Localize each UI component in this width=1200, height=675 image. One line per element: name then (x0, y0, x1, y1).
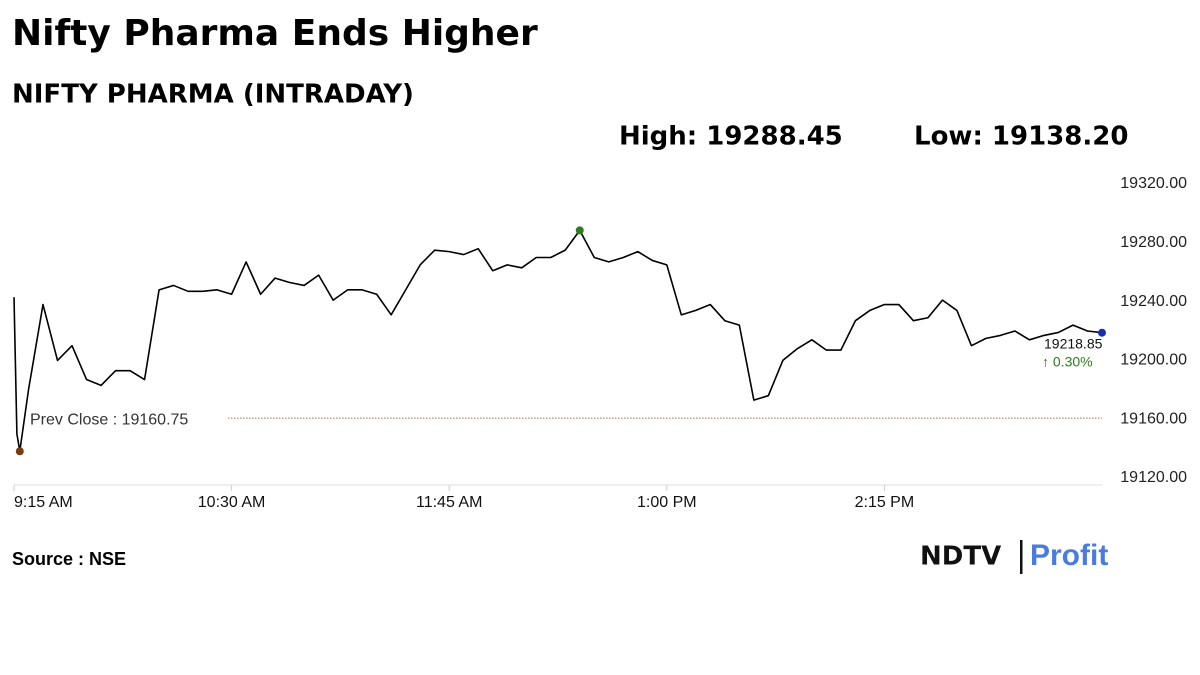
chart-subtitle: NIFTY PHARMA (INTRADAY) (12, 80, 414, 110)
high-marker (575, 226, 584, 235)
source: Source : NSE (12, 549, 126, 569)
y-tick-label: 19120.00 (1120, 469, 1187, 486)
x-tick-label: 10:30 AM (198, 494, 266, 511)
change-label: ↑ 0.30% (1042, 353, 1093, 369)
chart-title: Nifty Pharma Ends Higher (12, 13, 538, 54)
last-marker (1098, 328, 1106, 337)
last-value-label: 19218.85 (1044, 335, 1103, 351)
y-tick-label: 19280.00 (1120, 234, 1187, 251)
y-tick-label: 19320.00 (1120, 175, 1187, 192)
high-label: High: 19288.45 (619, 122, 843, 152)
price-line (13, 229, 1103, 453)
logo-divider (1020, 540, 1023, 574)
x-tick-label: 1:00 PM (637, 494, 697, 511)
logo-ndtv: NDTV (920, 542, 1001, 572)
y-tick-label: 19200.00 (1120, 352, 1187, 369)
x-tick-label: 11:45 AM (416, 494, 482, 511)
prev-close-label: Prev Close : 19160.75 (30, 411, 188, 428)
x-tick-label: 2:15 PM (855, 494, 915, 511)
x-tick-label: 9:15 AM (14, 494, 73, 511)
y-tick-label: 19240.00 (1120, 293, 1187, 310)
low-marker (15, 447, 24, 456)
low-label: Low: 19138.20 (914, 122, 1128, 152)
y-tick-label: 19160.00 (1120, 410, 1187, 427)
logo-profit: Profit (1030, 539, 1108, 572)
